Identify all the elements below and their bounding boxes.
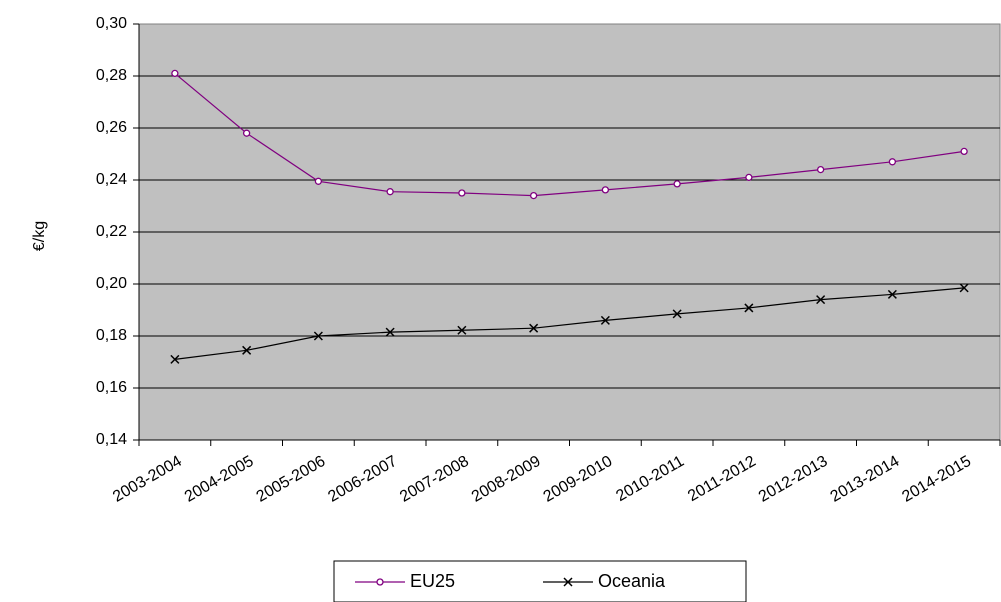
legend-label-oceania: Oceania: [598, 571, 666, 591]
data-point-eu25: [171, 69, 179, 78]
y-tick-label: 0,16: [96, 379, 127, 396]
data-point-oceania: [887, 289, 897, 299]
series-line-oceania: [174, 287, 965, 360]
series-group: [170, 69, 969, 364]
y-tick-label: 0,24: [96, 171, 127, 188]
data-point-oceania: [672, 309, 682, 319]
x-tick-label: 2009-2010: [541, 453, 616, 506]
x-tick-label: 2006-2007: [325, 453, 400, 506]
data-point-oceania: [313, 331, 323, 341]
data-point-oceania: [457, 325, 467, 335]
data-point-eu25: [386, 188, 394, 196]
y-tick-label: 0,30: [96, 15, 127, 32]
series-line-eu25: [174, 72, 965, 197]
data-point-oceania: [385, 327, 395, 337]
axes: [133, 23, 1001, 446]
legend-label-eu25: EU25: [410, 571, 455, 591]
data-point-eu25: [960, 147, 968, 156]
x-tick-label: 2013-2014: [828, 453, 903, 506]
y-tick-label: 0,22: [96, 223, 127, 240]
data-point-eu25: [458, 189, 466, 197]
legend-marker-eu25: [376, 578, 384, 586]
x-tick-label: 2005-2006: [254, 453, 329, 506]
gridlines: [139, 75, 1000, 389]
y-tick-label: 0,26: [96, 119, 127, 136]
data-point-eu25: [601, 186, 610, 194]
data-point-eu25: [888, 158, 897, 166]
x-tick-label: 2008-2009: [469, 453, 544, 506]
data-point-oceania: [170, 354, 180, 364]
x-tick-label: 2014-2015: [899, 453, 974, 506]
data-point-oceania: [959, 283, 969, 293]
x-tick-labels: 2003-20042004-20052005-20062006-20072007…: [110, 453, 974, 506]
y-axis-label: €/kg: [31, 221, 48, 251]
x-tick-label: 2010-2011: [613, 453, 687, 505]
data-point-eu25: [745, 173, 753, 182]
legend-marker-oceania: [563, 577, 573, 587]
data-point-oceania: [816, 295, 826, 305]
data-point-oceania: [600, 315, 610, 325]
y-tick-label: 0,20: [96, 275, 127, 292]
x-tick-label: 2012-2013: [756, 453, 831, 506]
x-tick-label: 2004-2005: [182, 453, 257, 506]
data-point-oceania: [744, 303, 754, 313]
y-tick-label: 0,18: [96, 327, 127, 344]
x-tick-label: 2007-2008: [397, 453, 472, 506]
data-point-eu25: [242, 129, 251, 137]
y-tick-labels: 0,14 0,16 0,18 0,20 0,22 0,24 0,26 0,28 0,30: [96, 15, 127, 448]
data-point-eu25: [529, 191, 538, 200]
y-tick-label: 0,28: [96, 67, 127, 84]
y-tick-label: 0,14: [96, 431, 127, 448]
data-point-oceania: [242, 345, 252, 355]
data-point-eu25: [816, 165, 825, 174]
data-point-eu25: [314, 177, 323, 185]
legend: EU25 Oceania: [333, 560, 747, 602]
x-tick-label: 2011-2012: [685, 453, 759, 505]
data-point-eu25: [673, 180, 681, 188]
x-tick-label: 2003-2004: [110, 453, 185, 506]
data-point-oceania: [529, 323, 539, 333]
